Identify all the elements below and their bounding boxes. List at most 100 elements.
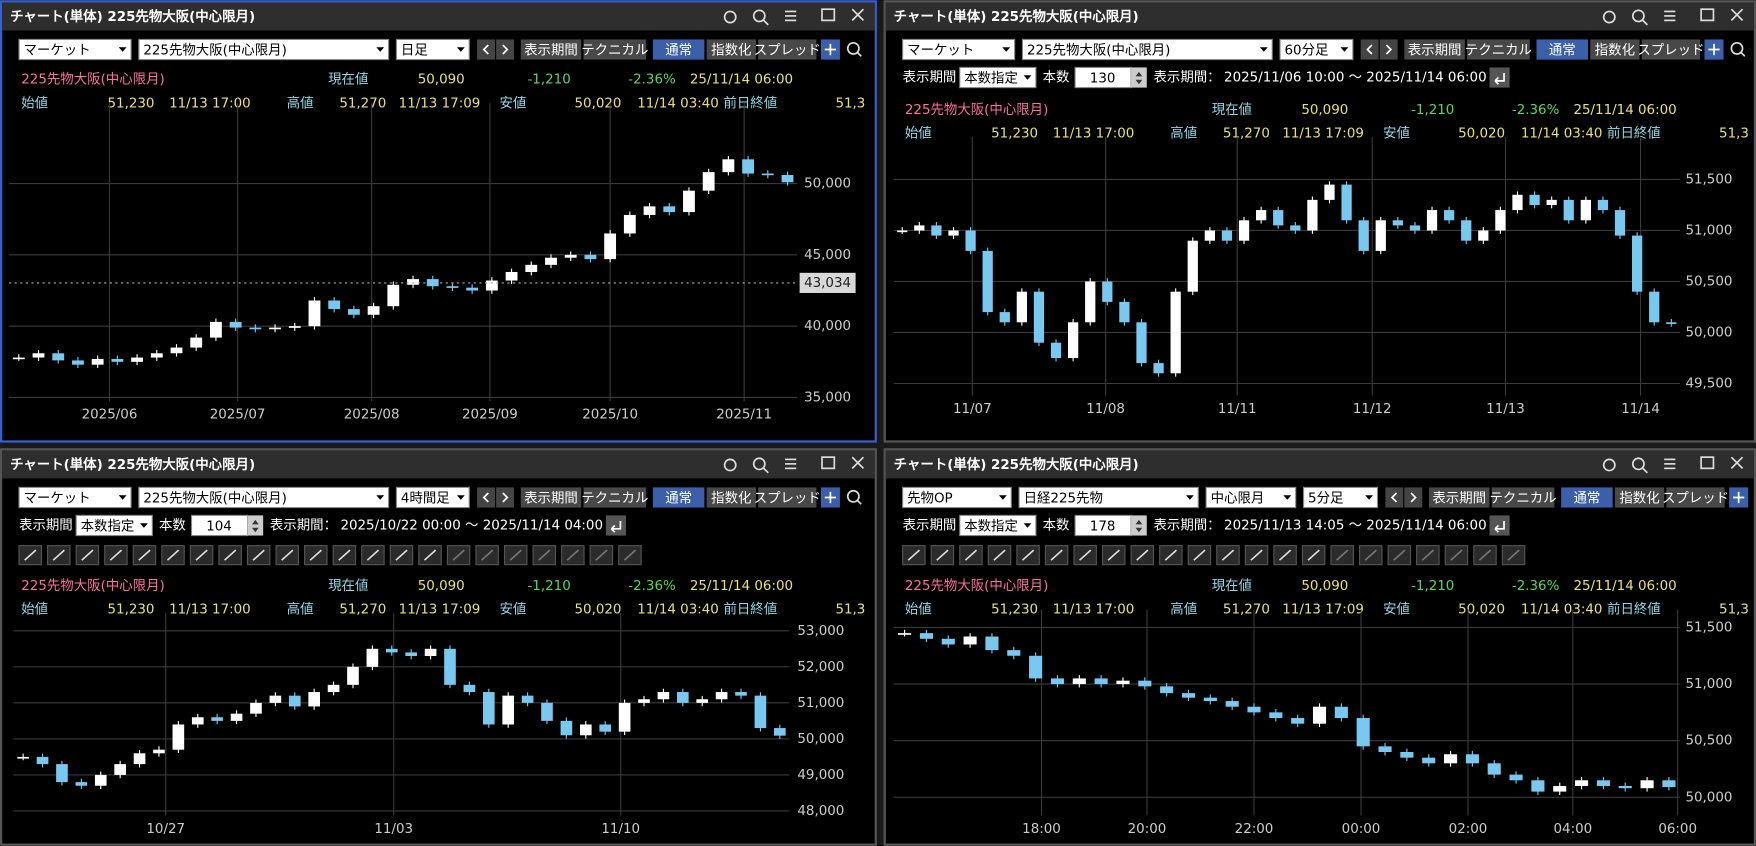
toolbar-button[interactable] — [758, 487, 817, 508]
close-button[interactable] — [1730, 456, 1744, 469]
drawing-tool-icon — [907, 549, 920, 561]
toolbar-button[interactable] — [1561, 487, 1613, 508]
period-mode-dropdown[interactable] — [959, 514, 1037, 537]
dropdown[interactable] — [395, 38, 470, 61]
toolbar-button-label: 通常 — [1549, 43, 1576, 59]
nav-button[interactable] — [477, 39, 495, 60]
toolbar-button[interactable] — [583, 39, 647, 60]
nav-button[interactable] — [496, 39, 515, 60]
link-icon[interactable] — [1602, 458, 1616, 472]
title-bar — [885, 2, 1754, 31]
x-tick-label: 02:00 — [1449, 822, 1488, 837]
drawing-tool-icon — [395, 549, 408, 561]
quote-field: 25/11/14 06:00 — [1573, 579, 1676, 594]
nav-button[interactable] — [496, 487, 515, 508]
close-button[interactable] — [851, 456, 865, 469]
toolbar-button[interactable] — [1536, 39, 1589, 60]
candle-body — [1119, 301, 1130, 323]
quote-field: 50,090 — [1301, 103, 1348, 118]
toolbar-button[interactable] — [706, 39, 756, 60]
dropdown[interactable] — [902, 486, 1012, 509]
drawing-tool-icon — [338, 549, 351, 561]
toolbar-button[interactable] — [652, 39, 705, 60]
search-icon[interactable] — [752, 9, 766, 23]
dropdown-label: 4時間足 — [401, 491, 450, 507]
link-icon[interactable] — [1602, 10, 1616, 24]
candle-body — [742, 159, 755, 174]
drawing-tool-icon — [309, 549, 322, 561]
link-icon[interactable] — [723, 458, 737, 472]
toolbar-button[interactable] — [1428, 487, 1490, 508]
zoom-icon[interactable] — [846, 41, 860, 55]
toolbar-button[interactable] — [1590, 39, 1640, 60]
candle-body — [1269, 712, 1283, 719]
quote-field: 前日終値 — [1607, 600, 1661, 617]
maximize-button[interactable] — [1700, 8, 1715, 22]
maximize-button[interactable] — [821, 8, 836, 22]
toolbar-button[interactable] — [1404, 39, 1465, 60]
toolbar-button[interactable] — [1467, 39, 1530, 60]
dropdown[interactable] — [1021, 38, 1273, 61]
toolbar-button[interactable] — [758, 39, 817, 60]
period-mode-dropdown[interactable] — [75, 514, 153, 537]
dropdown[interactable] — [1018, 486, 1199, 509]
dropdown-label: 日足 — [401, 44, 428, 59]
reload-button[interactable] — [1489, 67, 1510, 88]
drawing-tool-icon — [1364, 549, 1377, 561]
toolbar-button[interactable] — [706, 487, 756, 508]
dropdown[interactable] — [1205, 486, 1297, 509]
nav-button[interactable] — [1379, 39, 1398, 60]
candle-body — [1050, 678, 1065, 685]
count-spinner[interactable] — [1131, 67, 1147, 88]
spinner-arrows — [1135, 519, 1143, 533]
toolbar-button-label: 表示期間 — [1432, 491, 1486, 507]
toolbar-button[interactable] — [520, 39, 582, 60]
search-icon[interactable] — [1631, 9, 1645, 23]
dropdown[interactable] — [138, 486, 390, 509]
period-mode-dropdown[interactable] — [959, 66, 1037, 89]
toolbar-button[interactable] — [1491, 487, 1555, 508]
close-button[interactable] — [851, 8, 865, 21]
quote-field: -2.36% — [1512, 103, 1560, 118]
toolbar-button[interactable] — [1614, 487, 1665, 508]
zoom-icon[interactable] — [1730, 41, 1744, 55]
dropdown[interactable] — [902, 38, 1016, 61]
nav-button[interactable] — [1360, 39, 1379, 60]
dropdown[interactable] — [18, 38, 132, 61]
drawing-tool-icon — [223, 549, 237, 561]
toolbar-button[interactable] — [520, 487, 582, 508]
toolbar-button[interactable] — [1666, 487, 1725, 508]
dropdown[interactable] — [1303, 486, 1379, 509]
reload-button[interactable] — [605, 515, 627, 536]
zoom-icon[interactable] — [846, 489, 860, 503]
reload-button[interactable] — [1489, 515, 1510, 536]
nav-button[interactable] — [1385, 487, 1404, 508]
candle-body — [1247, 706, 1261, 713]
candle-body — [172, 724, 185, 750]
count-spinner[interactable] — [247, 515, 264, 536]
candle-body — [1509, 774, 1523, 781]
candle-body — [683, 190, 695, 213]
toolbar-button[interactable] — [652, 487, 705, 508]
dropdown[interactable] — [395, 486, 470, 509]
close-button[interactable] — [1730, 8, 1744, 21]
dropdown[interactable] — [1279, 38, 1354, 61]
x-tick-label: 20:00 — [1128, 822, 1167, 837]
link-icon[interactable] — [723, 10, 737, 24]
x-tick-label: 04:00 — [1553, 822, 1592, 837]
search-icon[interactable] — [1631, 457, 1645, 471]
toolbar-button[interactable] — [583, 487, 647, 508]
candle-body — [1273, 210, 1284, 226]
maximize-button[interactable] — [1700, 456, 1715, 470]
count-spinner[interactable] — [1131, 515, 1147, 536]
dropdown[interactable] — [138, 38, 390, 61]
nav-button[interactable] — [477, 487, 495, 508]
dropdown[interactable] — [18, 486, 132, 509]
nav-button[interactable] — [1404, 487, 1423, 508]
maximize-button[interactable] — [821, 456, 836, 470]
drawing-tool-icon — [566, 549, 579, 561]
candle-body — [1465, 754, 1479, 764]
toolbar-button[interactable] — [1641, 39, 1701, 60]
search-icon[interactable] — [752, 457, 766, 471]
drawing-tool-icon — [480, 549, 494, 561]
